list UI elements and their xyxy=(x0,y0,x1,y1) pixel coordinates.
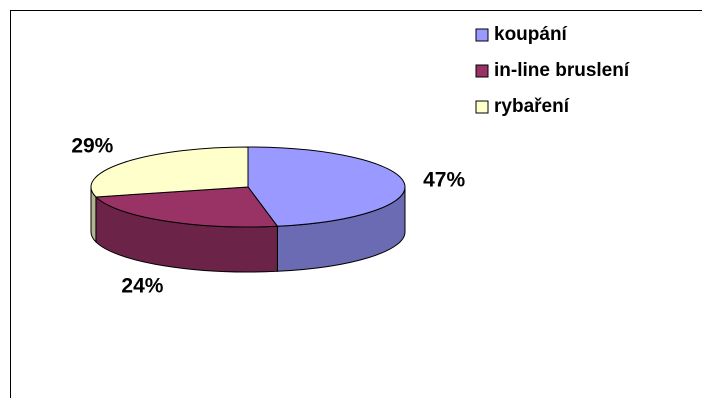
slice-top xyxy=(247,146,406,227)
data-label: 24% xyxy=(121,274,163,297)
pie-slice xyxy=(247,146,406,272)
data-label: 29% xyxy=(71,135,113,158)
data-label: 47% xyxy=(423,168,465,191)
legend-label: rybaření xyxy=(494,96,570,117)
slice-top xyxy=(90,146,249,198)
legend-label: in-line bruslení xyxy=(494,60,630,81)
slice-top xyxy=(94,186,279,228)
legend-swatch xyxy=(475,64,489,78)
legend-swatch xyxy=(475,100,489,114)
legend-swatch xyxy=(475,28,489,42)
pie-slice xyxy=(90,146,249,244)
legend-label: koupání xyxy=(494,24,568,45)
